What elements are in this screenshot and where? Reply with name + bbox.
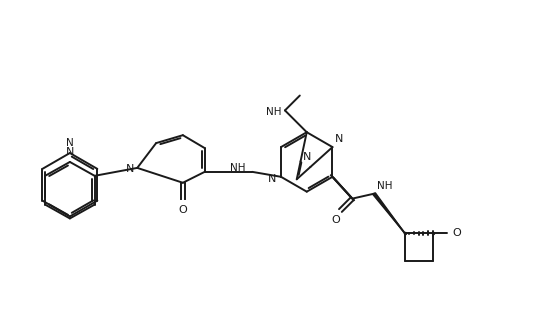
Text: NH: NH [377,181,393,191]
Text: N: N [268,174,276,184]
Text: N: N [303,152,311,162]
Text: N: N [66,138,74,148]
Text: N: N [334,134,343,144]
Text: N: N [126,164,134,174]
Text: NH: NH [266,107,282,117]
Text: O: O [452,228,461,238]
Text: O: O [178,205,187,215]
Text: O: O [331,216,340,226]
Polygon shape [373,193,405,233]
Text: NH: NH [231,163,246,173]
Text: N: N [66,147,74,157]
